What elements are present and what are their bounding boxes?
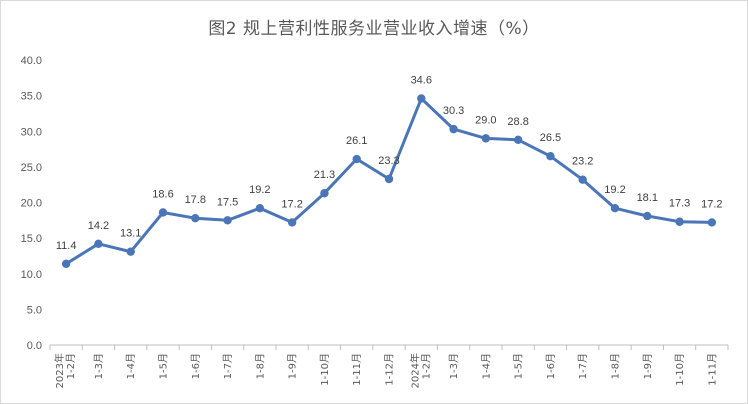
x-tick-label: 1-2月 bbox=[65, 353, 77, 379]
data-point bbox=[417, 94, 426, 103]
x-tick-label: 1-8月 bbox=[610, 353, 622, 379]
x-tick-label: 1-5月 bbox=[513, 353, 525, 379]
data-point bbox=[449, 124, 458, 134]
data-label: 28.8 bbox=[507, 116, 528, 128]
data-label: 21.3 bbox=[314, 169, 335, 181]
data-point bbox=[610, 204, 620, 213]
data-labels: 11.4 14.2 13.1 18.6 17.8 17.5 19.2 17.2 21.3 26.1… bbox=[56, 74, 723, 251]
y-tick-label: 25.0 bbox=[21, 162, 42, 174]
data-label: 17.8 bbox=[185, 194, 206, 206]
x-tick-label: 2024年 bbox=[408, 353, 421, 388]
x-tick-label: 1-11月 bbox=[351, 353, 363, 386]
data-point bbox=[223, 216, 232, 225]
data-point bbox=[546, 151, 555, 161]
y-tick-label: 0.0 bbox=[27, 340, 42, 352]
data-point bbox=[94, 239, 103, 249]
data-point bbox=[643, 211, 652, 221]
data-label: 17.5 bbox=[217, 196, 238, 208]
y-tick-label: 20.0 bbox=[21, 198, 42, 210]
y-axis: 0.0 5.0 10.0 15.0 20.0 25.0 30.0 35.0 40.0 bbox=[21, 55, 42, 352]
data-label: 26.1 bbox=[346, 135, 367, 147]
x-tick-label: 1-11月 bbox=[706, 353, 718, 386]
data-point bbox=[320, 189, 329, 198]
y-tick-label: 10.0 bbox=[21, 269, 42, 281]
data-point bbox=[384, 174, 394, 184]
data-label: 17.2 bbox=[281, 198, 302, 210]
data-label: 13.1 bbox=[120, 228, 141, 240]
data-point bbox=[675, 217, 684, 226]
data-point bbox=[255, 204, 265, 213]
x-tick-label: 1-2月 bbox=[420, 353, 432, 379]
data-label: 26.5 bbox=[540, 132, 561, 144]
data-point bbox=[287, 218, 297, 227]
x-tick-label: 1-5月 bbox=[158, 353, 170, 379]
x-tick-label: 1-4月 bbox=[125, 353, 137, 379]
data-point bbox=[126, 247, 135, 256]
data-label: 17.2 bbox=[701, 198, 722, 210]
y-tick-label: 5.0 bbox=[27, 304, 42, 316]
data-point bbox=[578, 175, 587, 184]
x-tick-label: 1-9月 bbox=[642, 353, 654, 379]
y-tick-label: 40.0 bbox=[21, 55, 42, 67]
data-point bbox=[352, 154, 361, 164]
x-tick-label: 1-4月 bbox=[480, 353, 492, 379]
x-tick-label: 2023年 bbox=[53, 353, 66, 388]
data-label: 19.2 bbox=[604, 184, 625, 196]
data-label: 34.6 bbox=[411, 74, 432, 86]
data-label: 11.4 bbox=[56, 240, 77, 252]
data-label: 29.0 bbox=[475, 114, 496, 126]
data-label: 23.3 bbox=[378, 155, 399, 167]
data-point bbox=[158, 208, 168, 217]
x-tick-label: 1-6月 bbox=[545, 353, 557, 379]
x-tick-label: 1-6月 bbox=[190, 353, 202, 379]
x-tick-label: 1-3月 bbox=[448, 353, 460, 379]
data-point bbox=[481, 134, 491, 143]
data-point bbox=[513, 135, 523, 144]
x-tick-label: 1-8月 bbox=[254, 353, 266, 379]
data-label: 30.3 bbox=[443, 105, 464, 117]
y-tick-label: 35.0 bbox=[21, 91, 42, 103]
data-label: 17.3 bbox=[669, 198, 690, 210]
y-tick-label: 30.0 bbox=[21, 126, 42, 138]
chart-title: 图2 规上营利性服务业营业收入增速（%） bbox=[208, 19, 540, 39]
x-tick-label: 1-10月 bbox=[674, 353, 686, 386]
x-tick-label: 1-10月 bbox=[319, 353, 331, 386]
data-label: 18.1 bbox=[637, 192, 658, 204]
x-tick-label: 1-7月 bbox=[222, 353, 234, 379]
x-axis: 2023年 1-2月 1-3月 1-4月 1-5月 1-6月 1-7月 1-8月 1-9月 1-1… bbox=[49, 344, 729, 388]
data-label: 14.2 bbox=[88, 220, 109, 232]
y-tick-label: 15.0 bbox=[21, 233, 42, 245]
data-point bbox=[61, 259, 71, 268]
data-label: 19.2 bbox=[249, 184, 270, 196]
x-tick-label: 1-7月 bbox=[577, 353, 589, 379]
series-line bbox=[61, 94, 717, 268]
data-point bbox=[707, 218, 717, 227]
data-point bbox=[191, 213, 200, 223]
data-label: 18.6 bbox=[152, 188, 173, 200]
x-tick-label: 1-3月 bbox=[93, 353, 105, 379]
data-label: 23.2 bbox=[572, 156, 593, 168]
x-tick-label: 1-9月 bbox=[287, 353, 299, 379]
x-tick-label: 1-12月 bbox=[384, 353, 396, 386]
